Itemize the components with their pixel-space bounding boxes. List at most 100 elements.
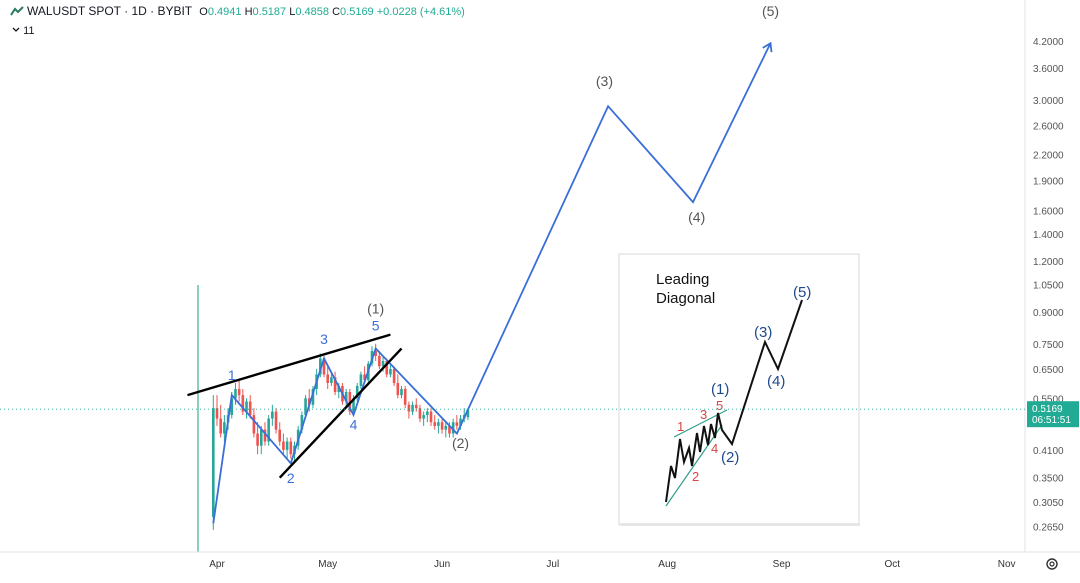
candle-body [389,368,392,375]
indicator-toggle[interactable]: 11 [12,25,34,37]
y-tick-label: 0.9000 [1033,308,1064,319]
inset-channel-lower [665,424,723,507]
candle-body [396,382,400,396]
candle-body [374,350,377,356]
elliott-wave-path [212,42,772,524]
candle-body [392,368,396,383]
candle-body [263,429,267,442]
candle-body [381,361,385,367]
last-price-tag [1027,401,1079,428]
candle-body [256,433,259,446]
candle-body [289,441,293,455]
candle-body [245,401,248,412]
candle-body [212,408,215,517]
candle-body [344,392,348,402]
x-tick-label: Apr [209,559,225,570]
candle-body [352,398,355,412]
wave-label: (2) [452,435,469,451]
y-tick-label: 4.2000 [1033,37,1064,48]
candle-body [304,398,307,416]
wave-label: 2 [287,470,295,486]
symbol-header[interactable]: WALUSDT SPOT · 1D · BYBIT O0.4941 H0.518… [10,4,465,18]
y-tick-label: 1.6000 [1033,207,1064,218]
inset-label-w1: (1) [711,381,729,398]
x-tick-label: Nov [998,559,1016,570]
open-value: 0.4941 [207,6,242,18]
last-price-value: 0.5169 [1032,404,1063,415]
candle-body [378,355,381,367]
candle-body [411,404,414,412]
candle-body [322,358,326,375]
candle-body [319,358,322,375]
candle-body [326,374,329,383]
candle-body [418,408,422,419]
x-tick-label: Jul [546,559,559,570]
wave-label: (4) [688,209,705,225]
inset-label-3: 3 [700,407,707,422]
inset-label-1: 1 [677,419,684,434]
inset-label-5: 5 [716,398,723,413]
inset-title-line1: Leading [656,271,709,288]
symbol-title: WALUSDT SPOT · 1D · BYBIT [27,4,192,18]
candle-body [333,377,337,393]
last-price-countdown: 06:51:51 [1032,415,1071,426]
leading-diagonal-inset: Leading Diagonal 1 2 3 4 5 (1) (2) (3) (… [618,253,860,526]
candle-body [219,418,222,434]
close-value: 0.5169 [340,6,374,18]
wave-label: 4 [350,417,358,433]
candle-body [307,398,311,405]
candle-body [414,404,418,409]
candle-body [363,374,366,381]
inset-label-4: 4 [711,441,718,456]
wave-arrowhead [762,41,773,53]
change-value: +0.0228 (+4.61%) [376,6,465,18]
candle-body [337,385,341,393]
y-tick-label: 2.6000 [1033,121,1064,132]
candle-body [234,388,237,399]
inset-label-w5: (5) [793,284,811,301]
wave-label: 1 [228,367,236,383]
candle-body [300,415,304,430]
candle-body [248,401,252,416]
chevron-down-icon [12,27,20,32]
inset-label-w3: (3) [754,324,772,341]
candle-body [241,395,245,412]
open-label: O [199,6,208,18]
candle-body [237,388,241,396]
candle-body [252,415,256,434]
candle-body [459,418,462,426]
candle-body [230,398,234,416]
candle-body [285,441,289,450]
wave-label: (5) [762,3,779,19]
low-value: 0.4858 [295,6,330,18]
candle-body [282,441,285,450]
high-value: 0.5187 [252,6,287,18]
wave-label: (1) [367,301,384,317]
candle-body [311,388,315,405]
y-tick-label: 3.6000 [1033,64,1064,75]
candle-body [448,425,451,434]
candle-body [278,429,282,442]
y-tick-label: 0.3050 [1033,498,1064,509]
x-tick-label: Jun [434,559,450,570]
high-label: H [244,6,253,18]
candle-body [385,361,389,375]
y-tick-label: 0.3500 [1033,474,1064,485]
inset-label-w2: (2) [721,449,739,466]
candle-body [274,411,278,430]
candle-body [451,422,455,434]
y-tick-label: 0.4100 [1033,446,1064,457]
candle-body [433,422,437,426]
wave-label: 5 [372,317,380,333]
y-tick-label: 3.0000 [1033,96,1064,107]
gear-icon[interactable] [1045,557,1059,571]
candle-body [444,425,448,430]
inset-wave-path [665,299,803,503]
candle-body [271,411,274,419]
candle-body [259,429,263,446]
candle-body [267,418,270,442]
wave-label: (3) [596,73,613,89]
close-label: C [332,6,341,18]
